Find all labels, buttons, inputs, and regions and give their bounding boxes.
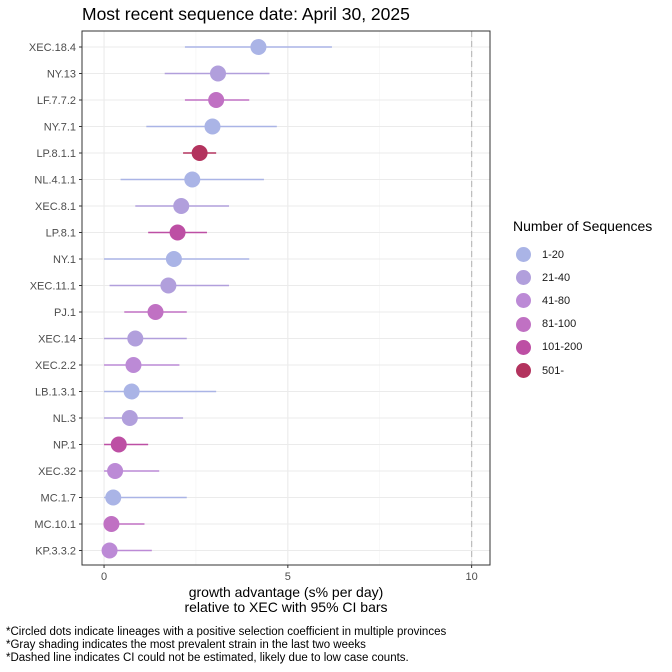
data-point xyxy=(127,330,144,347)
legend-label: 501- xyxy=(542,364,565,377)
data-point xyxy=(184,171,201,188)
y-tick-label: NL.4.1.1 xyxy=(34,175,76,187)
legend-swatch xyxy=(516,316,531,332)
legend-swatch xyxy=(516,363,531,379)
legend-label: 41-80 xyxy=(542,294,571,307)
y-tick-label: XEC.32 xyxy=(38,466,76,478)
y-tick-label: LF.7.7.2 xyxy=(37,95,76,107)
data-point xyxy=(125,357,142,373)
data-point xyxy=(165,251,182,267)
y-tick-label: NP.1 xyxy=(53,440,76,452)
data-point xyxy=(103,516,120,532)
data-point xyxy=(147,304,164,320)
y-tick-label: NY.1 xyxy=(53,254,76,266)
y-tick-label: LP.8.1.1 xyxy=(36,148,76,160)
footnote-2: *Gray shading indicates the most prevale… xyxy=(6,639,366,651)
data-point xyxy=(191,145,208,161)
legend-label: 1-20 xyxy=(542,248,565,261)
data-point xyxy=(169,224,186,241)
footnote-1: *Circled dots indicate lineages with a p… xyxy=(6,626,447,638)
data-point xyxy=(101,542,118,559)
data-point xyxy=(107,463,124,479)
data-point xyxy=(110,436,127,453)
y-tick-label: MC.1.7 xyxy=(41,493,76,505)
y-tick-label: LP.8.1 xyxy=(46,228,76,240)
panel-border xyxy=(81,30,491,566)
y-tick-label: NL.3 xyxy=(53,413,76,425)
legend-label: 21-40 xyxy=(542,271,571,284)
legend-item: 41-80 xyxy=(513,289,652,312)
data-point xyxy=(250,39,267,55)
data-point xyxy=(173,198,190,214)
x-axis-label-line-2: relative to XEC with 95% CI bars xyxy=(184,599,388,615)
chart-title: Most recent sequence date: April 30, 202… xyxy=(82,4,410,24)
x-tick-label: 5 xyxy=(285,571,291,583)
y-tick-label: XEC.11.1 xyxy=(30,281,76,293)
data-point xyxy=(210,65,226,82)
x-axis-label-line-1: growth advantage (s% per day) xyxy=(188,584,384,600)
legend-item: 81-100 xyxy=(513,313,652,336)
legend-swatch xyxy=(516,270,531,286)
x-tick-label: 0 xyxy=(101,571,107,583)
y-tick-label: XEC.14 xyxy=(38,334,76,346)
legend-item: 1-20 xyxy=(513,243,652,266)
y-tick-label: XEC.2.2 xyxy=(35,360,76,372)
data-point xyxy=(160,277,177,294)
y-tick-label: NY.13 xyxy=(47,69,76,81)
legend-title: Number of Sequences xyxy=(513,218,653,234)
legend-item: 501- xyxy=(513,359,652,382)
legend-label: 81-100 xyxy=(542,318,577,331)
y-tick-label: LB.1.3.1 xyxy=(35,387,76,399)
data-point xyxy=(208,92,225,108)
legend-label: 101-200 xyxy=(542,341,583,354)
data-point xyxy=(105,489,122,506)
legend-item: 21-40 xyxy=(513,266,652,289)
y-tick-label: KP.3.3.2 xyxy=(35,546,76,558)
footnotes: *Circled dots indicate lineages with a p… xyxy=(6,626,446,665)
legend: Number of Sequences 1-20 21-40 41-80 81-100… xyxy=(513,218,652,382)
footnote-3: *Dashed line indicates CI could not be e… xyxy=(6,652,409,664)
y-tick-label: MC.10.1 xyxy=(34,519,76,531)
y-tick-label: XEC.8.1 xyxy=(35,201,76,213)
legend-items: 1-20 21-40 41-80 81-100 101-200 501- xyxy=(513,243,652,382)
legend-swatch xyxy=(516,339,531,355)
data-point xyxy=(123,383,140,400)
legend-item: 101-200 xyxy=(513,336,652,359)
data-point xyxy=(121,410,138,426)
data-point xyxy=(204,118,221,135)
panel-background xyxy=(82,31,490,565)
y-tick-label: XEC.18.4 xyxy=(29,42,76,54)
x-axis-label: growth advantage (s% per day) relative t… xyxy=(82,585,490,615)
x-tick-label: 10 xyxy=(465,571,477,583)
y-tick-label: PJ.1 xyxy=(54,307,76,319)
legend-swatch xyxy=(516,293,531,309)
legend-swatch xyxy=(516,247,531,263)
y-tick-label: NY.7.1 xyxy=(44,122,76,134)
